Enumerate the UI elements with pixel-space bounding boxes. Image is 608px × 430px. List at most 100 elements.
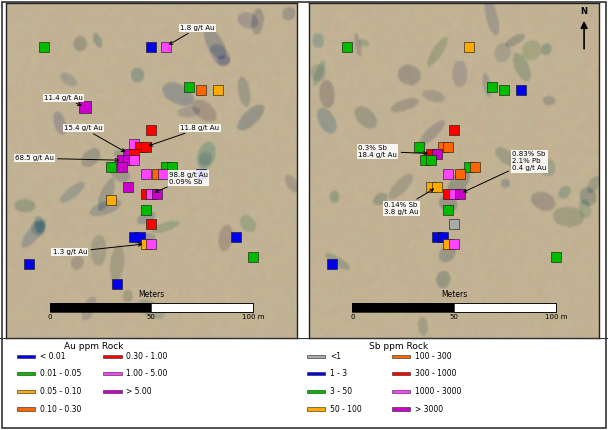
Point — [449, 127, 459, 134]
Text: Meters: Meters — [441, 290, 468, 299]
Text: 1.00 - 5.00: 1.00 - 5.00 — [126, 369, 168, 378]
Point — [455, 170, 465, 177]
Point — [140, 207, 150, 214]
Point — [443, 190, 453, 197]
Text: 68.5 g/t Au: 68.5 g/t Au — [15, 155, 119, 162]
Point — [129, 234, 139, 241]
Text: 100 - 300: 100 - 300 — [415, 352, 452, 361]
Point — [449, 220, 459, 227]
Point — [106, 163, 116, 170]
Bar — [392, 407, 410, 411]
Point — [342, 43, 351, 50]
Point — [147, 240, 156, 247]
Bar — [307, 407, 325, 411]
Text: > 3000: > 3000 — [415, 405, 443, 414]
Point — [455, 190, 465, 197]
Point — [499, 86, 508, 93]
Point — [432, 184, 441, 190]
Point — [117, 163, 127, 170]
Point — [153, 170, 162, 177]
Point — [140, 144, 150, 150]
Bar — [17, 390, 35, 393]
Point — [112, 281, 122, 288]
Text: Au ppm Rock: Au ppm Rock — [64, 342, 124, 351]
Point — [443, 144, 453, 150]
Point — [80, 103, 89, 110]
Point — [123, 184, 133, 190]
Point — [158, 170, 168, 177]
Text: 1.8 g/t Au: 1.8 g/t Au — [169, 25, 215, 45]
Point — [438, 144, 447, 150]
Point — [123, 150, 133, 157]
Point — [147, 43, 156, 50]
Point — [420, 157, 430, 164]
Bar — [103, 355, 122, 358]
Point — [426, 157, 436, 164]
Text: 3 - 50: 3 - 50 — [330, 387, 352, 396]
Point — [123, 157, 133, 164]
Point — [153, 190, 162, 197]
Text: < 0.01: < 0.01 — [40, 352, 66, 361]
Point — [147, 220, 156, 227]
Text: 100 m: 100 m — [545, 314, 567, 320]
Bar — [454, 303, 556, 313]
Point — [117, 157, 127, 164]
Text: 100 m: 100 m — [242, 314, 264, 320]
Point — [129, 140, 139, 147]
Point — [426, 150, 436, 157]
Point — [147, 190, 156, 197]
Text: 1.3 g/t Au: 1.3 g/t Au — [52, 243, 142, 255]
Point — [196, 86, 206, 93]
Point — [469, 163, 479, 170]
Bar — [50, 303, 151, 313]
Bar — [17, 407, 35, 411]
Point — [39, 43, 49, 50]
Text: 15.4 g/t Au: 15.4 g/t Au — [64, 125, 125, 152]
Point — [327, 261, 337, 267]
Point — [24, 261, 34, 267]
Text: 0.14% Sb
3.8 g/t Au: 0.14% Sb 3.8 g/t Au — [384, 189, 434, 215]
Point — [449, 190, 459, 197]
Point — [432, 234, 441, 241]
Text: 0.30 - 1.00: 0.30 - 1.00 — [126, 352, 168, 361]
Text: 0.3% Sb
18.4 g/t Au: 0.3% Sb 18.4 g/t Au — [358, 145, 427, 158]
Bar — [307, 372, 325, 375]
Bar — [307, 355, 325, 358]
Text: 0.05 - 0.10: 0.05 - 0.10 — [40, 387, 81, 396]
Point — [443, 170, 453, 177]
Point — [464, 43, 474, 50]
Text: 11.8 g/t Au: 11.8 g/t Au — [149, 125, 219, 146]
Point — [432, 150, 441, 157]
Bar — [17, 372, 35, 375]
Point — [196, 170, 206, 177]
Text: Sb ppm Rock: Sb ppm Rock — [368, 342, 428, 351]
Point — [415, 144, 424, 150]
Point — [140, 170, 150, 177]
Point — [129, 157, 139, 164]
Text: 98.8 g/t Au
0.09% Sb: 98.8 g/t Au 0.09% Sb — [155, 172, 208, 193]
Point — [426, 184, 436, 190]
Bar — [17, 355, 35, 358]
Point — [106, 197, 116, 204]
Bar — [392, 372, 410, 375]
Point — [248, 254, 258, 261]
Point — [147, 127, 156, 134]
Point — [449, 240, 459, 247]
Point — [487, 83, 497, 90]
Point — [551, 254, 561, 261]
Point — [167, 163, 176, 170]
Point — [438, 234, 447, 241]
Text: 1 - 3: 1 - 3 — [330, 369, 347, 378]
Text: 0.83% Sb
2.1% Pb
0.4 g/t Au: 0.83% Sb 2.1% Pb 0.4 g/t Au — [463, 151, 547, 192]
Point — [161, 43, 171, 50]
Point — [231, 234, 241, 241]
Bar — [50, 303, 253, 313]
Bar — [392, 355, 410, 358]
Point — [129, 150, 139, 157]
Bar — [103, 390, 122, 393]
Text: N: N — [581, 7, 587, 16]
Point — [135, 234, 145, 241]
Text: 0: 0 — [350, 314, 354, 320]
Point — [140, 240, 150, 247]
Point — [213, 86, 223, 93]
